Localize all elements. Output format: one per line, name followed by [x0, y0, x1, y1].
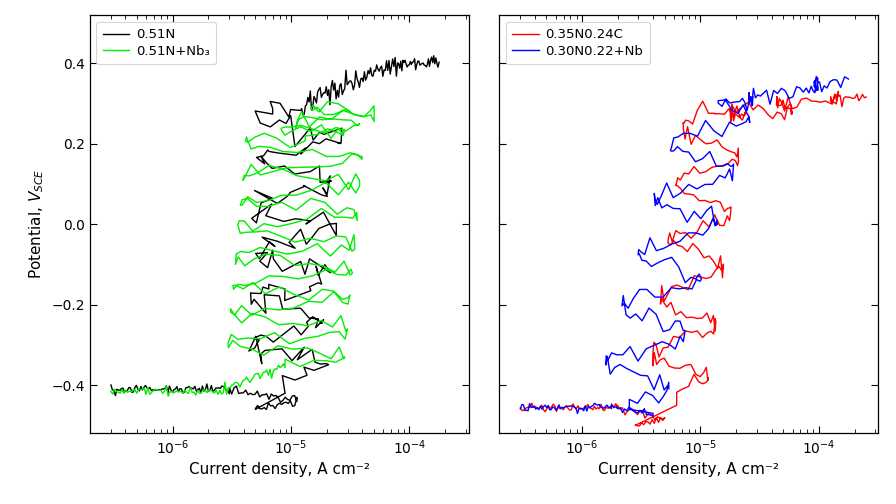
0.51N [280, 390, 290, 396]
0.51N [429, 61, 440, 67]
Line: 0.30N0.22+Nb: 0.30N0.22+Nb [521, 77, 849, 416]
0.51N+Nb₃ [226, 332, 237, 338]
Line: 0.35N0.24C: 0.35N0.24C [521, 91, 866, 426]
Line: 0.51N: 0.51N [111, 56, 439, 409]
0.30N0.22+Nb [812, 87, 823, 93]
Line: 0.51N+Nb₃: 0.51N+Nb₃ [111, 102, 375, 396]
0.35N0.24C [861, 94, 872, 100]
0.35N0.24C [515, 405, 526, 411]
Legend: 0.35N0.24C, 0.30N0.22+Nb: 0.35N0.24C, 0.30N0.22+Nb [505, 22, 650, 64]
0.35N0.24C [654, 415, 665, 421]
0.35N0.24C [710, 328, 720, 334]
0.30N0.22+Nb [679, 328, 690, 334]
0.51N+Nb₃ [334, 344, 345, 350]
0.30N0.22+Nb [728, 162, 738, 168]
0.51N [434, 59, 444, 65]
0.35N0.24C [658, 409, 668, 415]
Y-axis label: Potential, $V_{SCE}$: Potential, $V_{SCE}$ [27, 169, 46, 280]
0.51N [261, 406, 271, 412]
0.30N0.22+Nb [515, 406, 526, 412]
0.51N+Nb₃ [106, 389, 116, 395]
0.35N0.24C [634, 423, 645, 429]
0.51N+Nb₃ [338, 107, 349, 113]
0.30N0.22+Nb [745, 94, 756, 100]
0.51N+Nb₃ [299, 335, 310, 341]
0.51N+Nb₃ [337, 296, 348, 302]
0.35N0.24C [778, 97, 788, 103]
X-axis label: Current density, A cm⁻²: Current density, A cm⁻² [598, 463, 779, 477]
0.35N0.24C [832, 94, 843, 100]
0.30N0.22+Nb [801, 85, 812, 91]
0.51N [253, 403, 263, 409]
0.51N [316, 321, 327, 327]
0.35N0.24C [705, 320, 716, 326]
0.51N [417, 60, 427, 67]
0.51N+Nb₃ [189, 389, 200, 395]
0.51N+Nb₃ [323, 99, 333, 105]
0.30N0.22+Nb [811, 74, 822, 80]
0.51N+Nb₃ [345, 108, 356, 114]
0.30N0.22+Nb [843, 76, 854, 82]
0.51N+Nb₃ [163, 393, 174, 399]
0.30N0.22+Nb [747, 93, 758, 99]
X-axis label: Current density, A cm⁻²: Current density, A cm⁻² [189, 463, 370, 477]
0.35N0.24C [833, 88, 844, 94]
0.51N [271, 393, 281, 399]
0.51N [106, 382, 116, 388]
Legend: 0.51N, 0.51N+Nb₃: 0.51N, 0.51N+Nb₃ [96, 22, 216, 64]
0.51N [428, 53, 439, 59]
0.30N0.22+Nb [648, 413, 659, 419]
